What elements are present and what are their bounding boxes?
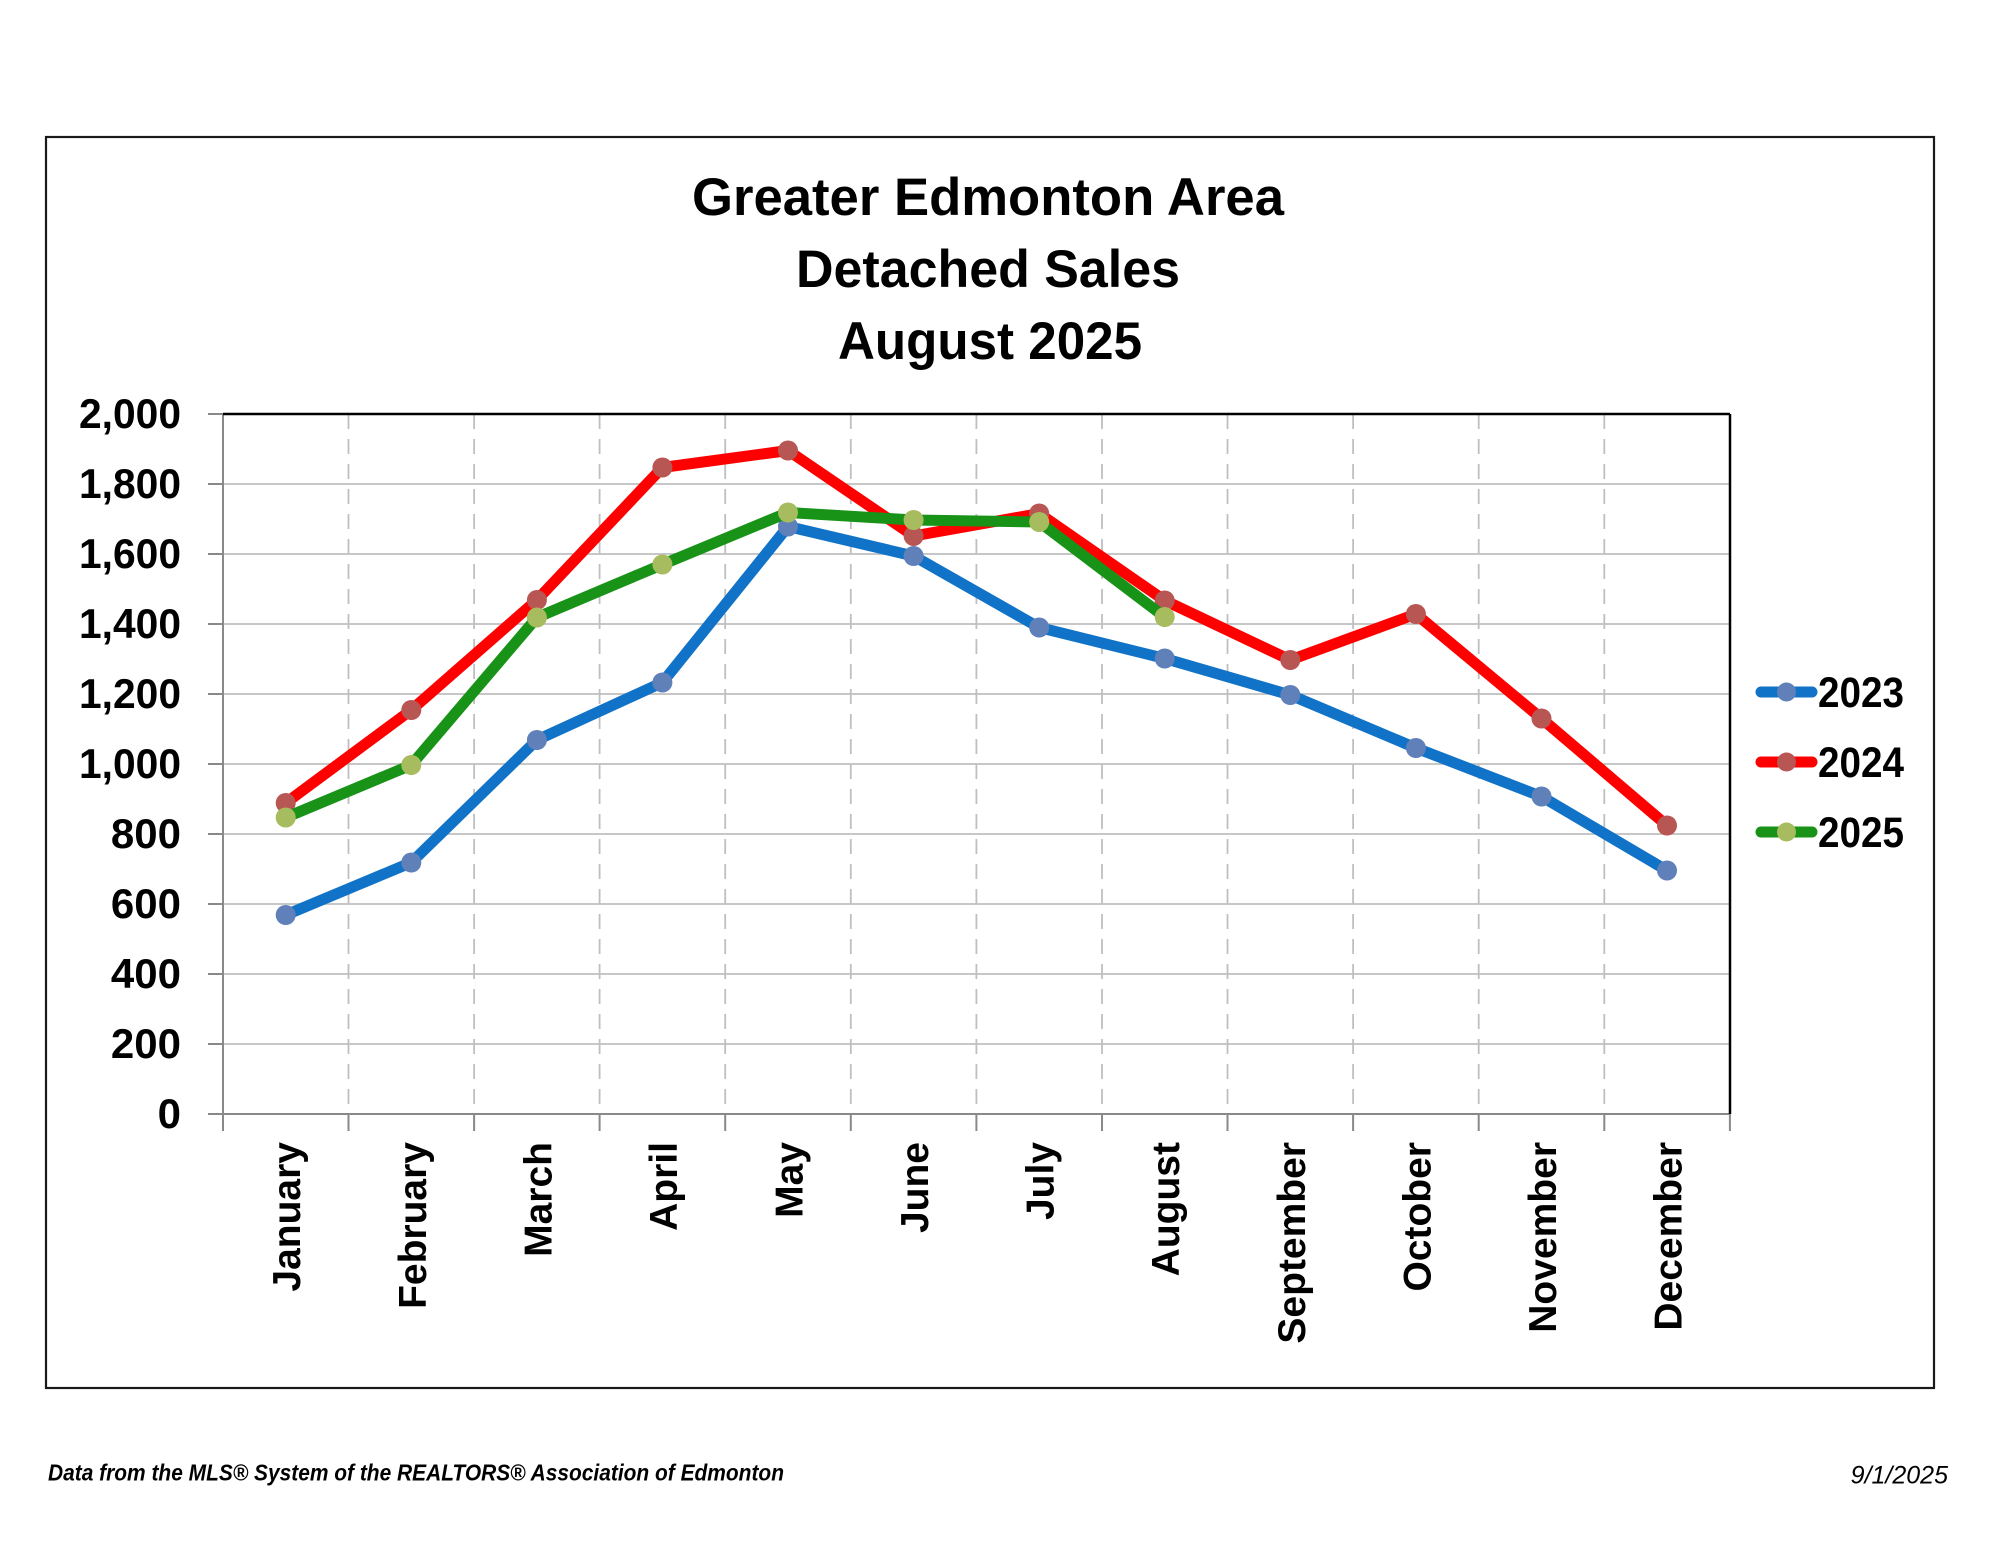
svg-text:1,600: 1,600 <box>79 530 181 577</box>
svg-text:1,000: 1,000 <box>79 740 181 787</box>
svg-text:May: May <box>769 1142 812 1218</box>
svg-text:2025: 2025 <box>1818 809 1904 857</box>
svg-text:200: 200 <box>111 1020 181 1067</box>
svg-text:January: January <box>266 1142 309 1292</box>
svg-text:1,800: 1,800 <box>79 460 181 507</box>
svg-text:April: April <box>643 1142 686 1231</box>
svg-text:October: October <box>1396 1142 1439 1292</box>
svg-text:9/1/2025: 9/1/2025 <box>1851 1462 1948 1490</box>
svg-text:0: 0 <box>158 1090 181 1137</box>
svg-text:June: June <box>894 1142 937 1233</box>
svg-text:2024: 2024 <box>1818 739 1904 787</box>
svg-text:December: December <box>1648 1142 1691 1331</box>
svg-text:August 2025: August 2025 <box>838 312 1142 371</box>
svg-text:November: November <box>1522 1142 1565 1333</box>
svg-text:Data from the MLS® System of t: Data from the MLS® System of the REALTOR… <box>48 1460 784 1486</box>
svg-text:July: July <box>1020 1142 1063 1220</box>
svg-text:1,400: 1,400 <box>79 600 181 647</box>
svg-text:August: August <box>1145 1142 1188 1276</box>
svg-text:March: March <box>517 1142 560 1257</box>
svg-text:Greater Edmonton Area: Greater Edmonton Area <box>692 168 1285 227</box>
svg-text:September: September <box>1271 1142 1314 1344</box>
svg-text:600: 600 <box>111 880 181 927</box>
svg-text:2,000: 2,000 <box>79 390 181 437</box>
svg-text:800: 800 <box>111 810 181 857</box>
svg-text:Detached Sales: Detached Sales <box>796 240 1180 299</box>
svg-text:1,200: 1,200 <box>79 670 181 717</box>
svg-text:2023: 2023 <box>1818 669 1904 717</box>
svg-text:400: 400 <box>111 950 181 997</box>
svg-text:February: February <box>392 1142 435 1309</box>
